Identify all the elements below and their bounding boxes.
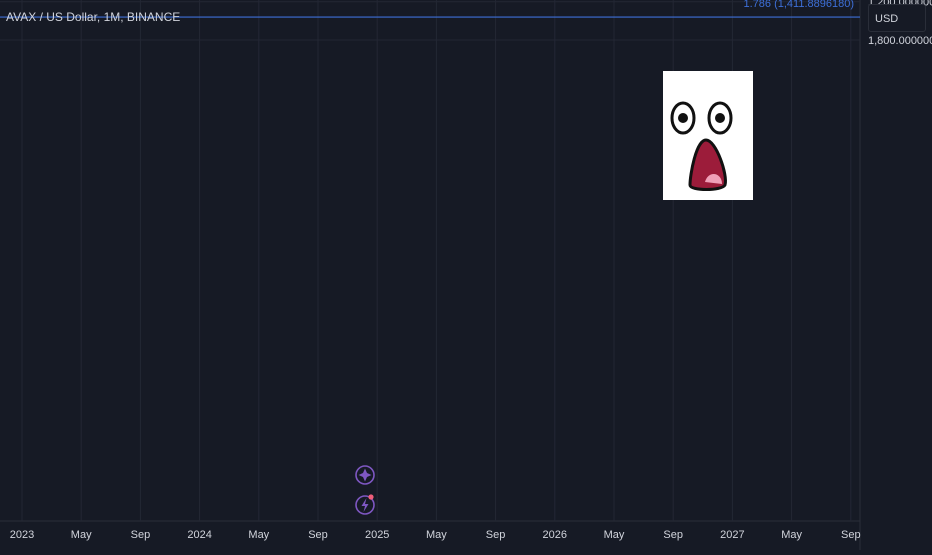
currency-selector[interactable]: USD — [868, 4, 926, 32]
price-tick-label: 1,800.0000000 — [868, 35, 932, 47]
fib-levels: 1.786 (1,411.8896180)1.618 (874.1877489)… — [0, 0, 860, 18]
time-tick-label: May — [426, 529, 447, 541]
time-tick-label: 2027 — [720, 529, 744, 541]
event-markers[interactable] — [355, 465, 375, 515]
time-tick-label: Sep — [131, 529, 151, 541]
time-tick-label: Sep — [841, 529, 861, 541]
time-axis[interactable]: 2023 May Sep 2024 May Sep 2025 May Sep 2026 May Sep… — [10, 529, 861, 541]
lightning-icon[interactable] — [355, 494, 375, 515]
fib-label-1.786: 1.786 (1,411.8896180) — [744, 0, 855, 10]
time-tick-label: May — [248, 529, 269, 541]
grid — [0, 0, 861, 550]
time-tick-label: 2026 — [543, 529, 567, 541]
time-tick-label: May — [781, 529, 802, 541]
time-tick-label: Sep — [663, 529, 683, 541]
time-tick-label: May — [604, 529, 625, 541]
time-tick-label: May — [71, 529, 92, 541]
time-tick-label: Sep — [308, 529, 328, 541]
time-tick-label: 2023 — [10, 529, 34, 541]
time-tick-label: 2025 — [365, 529, 389, 541]
time-tick-label: 2024 — [187, 529, 211, 541]
sparkle-icon[interactable] — [355, 465, 375, 485]
shocked-face-sticker — [663, 71, 753, 200]
chart-title: AVAX / US Dollar, 1M, BINANCE — [6, 10, 181, 24]
time-tick-label: Sep — [486, 529, 506, 541]
